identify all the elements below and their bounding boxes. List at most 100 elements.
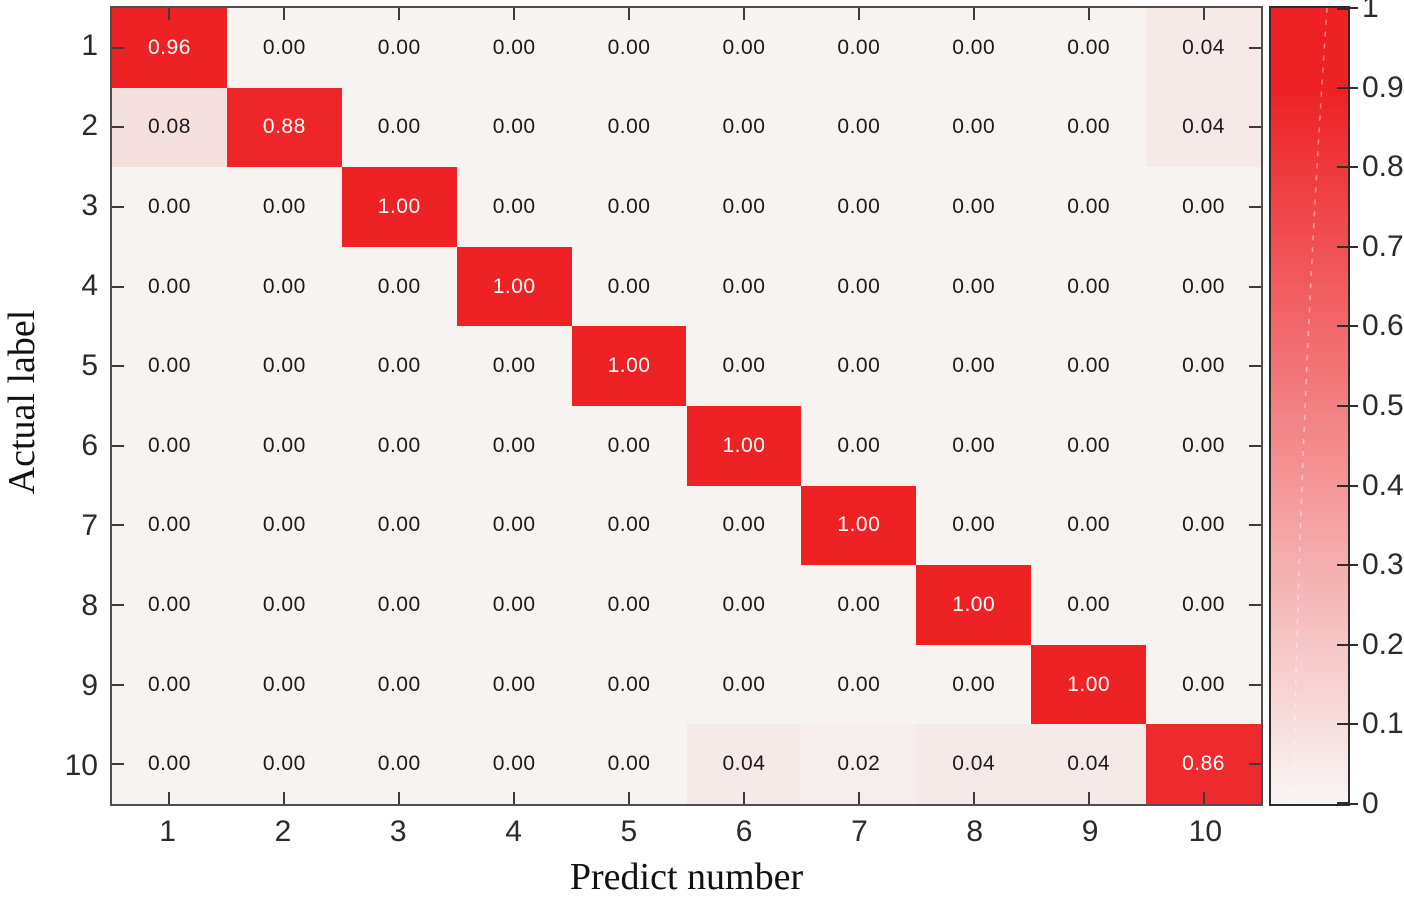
tick-mark bbox=[742, 8, 745, 20]
heatmap-cell: 0.00 bbox=[112, 485, 227, 566]
heatmap-cell: 0.00 bbox=[226, 167, 342, 247]
colorbar-tick-label: 0.6 bbox=[1362, 309, 1404, 343]
heatmap-cell: 0.00 bbox=[341, 87, 457, 168]
heatmap-cell: 0.00 bbox=[571, 406, 687, 486]
heatmap-cell: 0.00 bbox=[226, 246, 342, 327]
tick-mark bbox=[1249, 763, 1261, 766]
heatmap-cell: 0.00 bbox=[571, 246, 687, 327]
heatmap-cell: 0.04 bbox=[916, 724, 1032, 804]
heatmap-cell: 0.00 bbox=[456, 326, 572, 406]
tick-mark bbox=[398, 792, 401, 804]
heatmap-cell: 0.00 bbox=[686, 167, 802, 247]
colorbar-tick-stub bbox=[1350, 86, 1358, 89]
heatmap-cell: 0.00 bbox=[456, 167, 572, 247]
tick-mark bbox=[513, 792, 516, 804]
tick-mark bbox=[1249, 444, 1261, 447]
heatmap-cell: 0.02 bbox=[801, 724, 917, 804]
heatmap-cell: 0.00 bbox=[801, 87, 917, 168]
heatmap-cell: 0.00 bbox=[1031, 565, 1147, 645]
heatmap-cell: 0.00 bbox=[801, 8, 917, 88]
x-axis-title: Predict number bbox=[569, 856, 804, 898]
tick-mark bbox=[1249, 285, 1261, 288]
colorbar-tick-stub bbox=[1350, 405, 1358, 407]
colorbar-tick-stub bbox=[1350, 723, 1358, 726]
y-tick-label: 10 bbox=[64, 749, 98, 782]
colorbar-tick-stub bbox=[1350, 484, 1358, 487]
tick-mark bbox=[112, 444, 124, 447]
heatmap-cell: 1.00 bbox=[1031, 644, 1147, 725]
tick-mark bbox=[1249, 365, 1261, 368]
y-tick-label: 9 bbox=[81, 669, 98, 702]
heatmap-cell: 0.04 bbox=[1146, 87, 1261, 168]
heatmap-cell: 0.00 bbox=[226, 326, 342, 406]
colorbar-tick-label: 1 bbox=[1362, 0, 1379, 24]
heatmap-cell: 0.00 bbox=[571, 724, 687, 804]
tick-mark bbox=[1087, 792, 1090, 804]
heatmap-cell: 0.00 bbox=[456, 8, 572, 88]
heatmap-cell: 0.00 bbox=[686, 565, 802, 645]
heatmap-cell: 0.00 bbox=[226, 565, 342, 645]
tick-mark bbox=[112, 285, 124, 288]
heatmap-cell: 0.08 bbox=[112, 87, 227, 168]
x-tick-label: 1 bbox=[159, 815, 176, 848]
y-tick-label: 1 bbox=[81, 29, 98, 62]
x-tick-label: 7 bbox=[851, 815, 868, 848]
heatmap-cell: 0.00 bbox=[456, 565, 572, 645]
heatmap-plot-area: 0.96 0.00 0.00 0.00 0.00 0.00 0.00 0.00 0.00 0.04… bbox=[110, 6, 1263, 806]
tick-mark bbox=[513, 8, 516, 20]
heatmap-cell: 0.00 bbox=[456, 485, 572, 566]
colorbar-tick-label: 0.1 bbox=[1362, 707, 1404, 741]
tick-mark bbox=[168, 792, 171, 804]
colorbar-tick-label: 0.5 bbox=[1362, 389, 1404, 422]
heatmap-cell: 0.00 bbox=[1146, 644, 1261, 725]
heatmap-cell: 0.00 bbox=[226, 724, 342, 804]
heatmap-cell: 0.00 bbox=[1146, 246, 1261, 327]
tick-mark bbox=[112, 763, 124, 766]
heatmap-cell: 0.00 bbox=[341, 565, 457, 645]
colorbar-tick-stub bbox=[1350, 803, 1358, 805]
heatmap-cell: 0.00 bbox=[1031, 326, 1147, 406]
colorbar-tick-mark bbox=[1337, 802, 1348, 804]
heatmap-cell: 0.00 bbox=[341, 246, 457, 327]
heatmap-cell: 0.00 bbox=[226, 8, 342, 88]
colorbar-tick-mark bbox=[1337, 166, 1348, 169]
colorbar-tick-mark bbox=[1337, 245, 1348, 248]
heatmap-cell: 0.00 bbox=[112, 167, 227, 247]
y-tick-label: 4 bbox=[81, 269, 98, 302]
tick-mark bbox=[112, 524, 124, 527]
heatmap-cell: 0.00 bbox=[686, 644, 802, 725]
heatmap-cell: 0.00 bbox=[112, 644, 227, 725]
heatmap-cell: 0.00 bbox=[801, 406, 917, 486]
colorbar bbox=[1269, 6, 1350, 806]
y-tick-label: 7 bbox=[81, 509, 98, 542]
heatmap-cell: 0.00 bbox=[1146, 167, 1261, 247]
heatmap-cell: 0.00 bbox=[916, 167, 1032, 247]
heatmap-cell: 0.00 bbox=[686, 8, 802, 88]
tick-mark bbox=[857, 8, 860, 20]
tick-mark bbox=[1249, 206, 1261, 208]
heatmap-cell: 0.00 bbox=[1146, 565, 1261, 645]
heatmap-cell: 0.00 bbox=[916, 246, 1032, 327]
tick-mark bbox=[857, 792, 860, 804]
x-tick-label: 6 bbox=[735, 815, 753, 848]
heatmap-cell: 0.00 bbox=[686, 326, 802, 406]
heatmap-cell: 0.04 bbox=[1146, 8, 1261, 88]
tick-mark bbox=[1202, 8, 1205, 20]
heatmap-cell: 1.00 bbox=[571, 326, 687, 406]
x-tick-label: 2 bbox=[274, 815, 292, 848]
tick-mark bbox=[1249, 126, 1261, 129]
y-tick-label: 2 bbox=[81, 109, 98, 142]
colorbar-tick-label: 0.4 bbox=[1362, 468, 1404, 502]
heatmap-cell: 0.00 bbox=[686, 246, 802, 327]
heatmap-cell: 0.00 bbox=[341, 406, 457, 486]
heatmap-cell: 0.00 bbox=[112, 246, 227, 327]
tick-mark bbox=[112, 683, 124, 686]
heatmap-cell: 1.00 bbox=[801, 485, 917, 566]
heatmap-cell: 0.00 bbox=[571, 644, 687, 725]
heatmap-cell: 0.00 bbox=[916, 326, 1032, 406]
heatmap-cell: 0.00 bbox=[341, 326, 457, 406]
colorbar-tick-label: 0.8 bbox=[1362, 150, 1404, 184]
heatmap-cell: 0.00 bbox=[112, 724, 227, 804]
heatmap-cell: 0.00 bbox=[341, 724, 457, 804]
